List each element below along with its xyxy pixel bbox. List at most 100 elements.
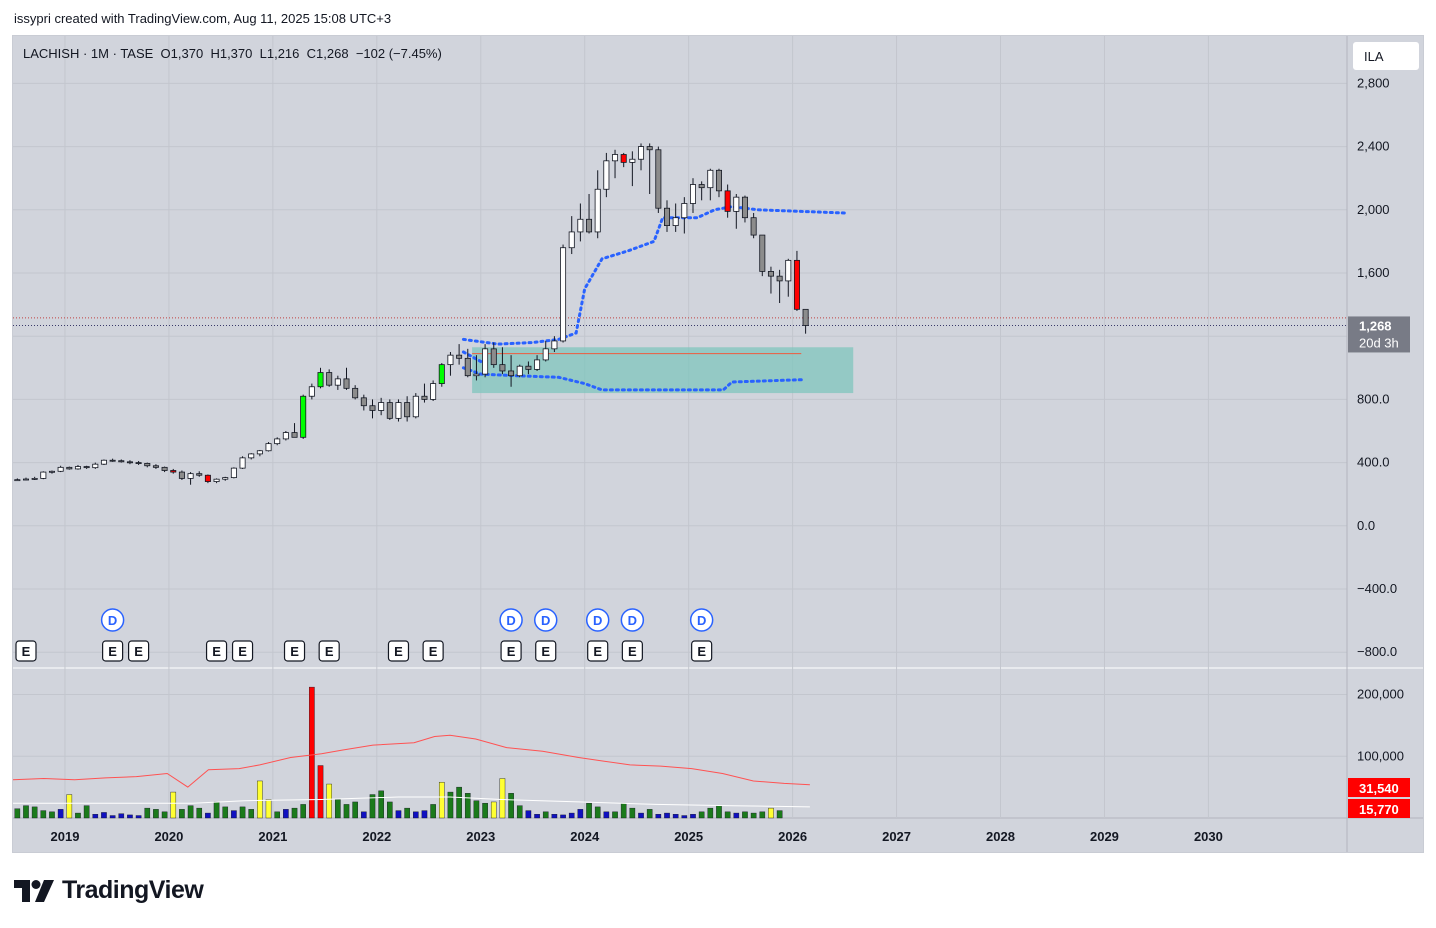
dividend-marker[interactable]: D — [620, 608, 645, 632]
dividend-marker[interactable]: D — [585, 608, 610, 632]
candle-body — [482, 348, 489, 375]
candle — [464, 348, 471, 378]
earnings-box — [621, 640, 643, 662]
candle-body — [178, 471, 185, 479]
candle — [83, 465, 90, 469]
earnings-marker[interactable]: E — [231, 640, 254, 662]
symbol-legend[interactable]: LACHISH · 1M · TASE O1,370 H1,370 L1,216… — [23, 46, 442, 61]
volume-bar — [646, 809, 653, 819]
candle — [74, 464, 81, 470]
candle-body — [586, 218, 593, 233]
dividend-marker[interactable]: D — [499, 608, 523, 632]
earnings-label: E — [290, 644, 299, 659]
candle — [178, 470, 185, 480]
volume-bar — [248, 809, 255, 819]
candle — [715, 168, 722, 198]
earnings-label: E — [238, 644, 247, 659]
volume-bar — [118, 813, 125, 819]
dividend-label: D — [628, 613, 637, 628]
earnings-marker[interactable]: E — [535, 640, 557, 662]
candle-body — [274, 438, 281, 445]
earnings-marker[interactable]: E — [422, 640, 444, 662]
candle — [256, 449, 263, 457]
volume-bar — [40, 810, 47, 819]
candle — [239, 456, 246, 469]
price-tick-label: 2,400 — [1357, 139, 1390, 154]
candle-body — [438, 364, 445, 385]
earnings-box — [205, 640, 228, 662]
candle-body — [750, 217, 757, 236]
volume-bar — [404, 807, 410, 819]
dividend-circle — [533, 608, 558, 632]
dividend-marker[interactable]: D — [689, 608, 714, 632]
candle-body — [291, 432, 298, 438]
candle — [664, 200, 671, 232]
dividend-marker[interactable]: D — [533, 608, 558, 632]
brand-name: TradingView — [62, 876, 204, 904]
candle-body — [256, 450, 263, 455]
tradingview-logo[interactable]: TradingView — [14, 876, 204, 905]
candle — [161, 466, 168, 473]
currency-button[interactable]: ILA — [1352, 41, 1420, 71]
earnings-marker[interactable]: E — [587, 640, 609, 662]
volume-bar — [482, 802, 488, 819]
volume-ma-line — [13, 734, 810, 788]
earnings-marker[interactable]: E — [318, 640, 340, 662]
dividend-circle — [620, 608, 645, 632]
support-zone — [472, 347, 854, 394]
volume-bar — [534, 814, 540, 819]
candle — [213, 478, 220, 484]
volume-bar — [205, 812, 211, 819]
volume-bar — [776, 810, 783, 819]
candle-body — [92, 463, 99, 469]
candle — [473, 355, 480, 381]
candle — [447, 352, 454, 376]
candle-body — [48, 470, 55, 473]
volume-bar — [283, 809, 289, 819]
earnings-marker[interactable]: E — [283, 640, 306, 662]
earnings-label: E — [541, 644, 550, 659]
candle — [40, 471, 47, 480]
earnings-marker[interactable]: E — [102, 640, 124, 662]
chart-canvas[interactable]: D D D D D D E E E E E E E E E E E E E E −800.0 −400.0 0.0 400.… — [13, 36, 1424, 853]
dividend-marker[interactable]: D — [100, 608, 125, 632]
candle — [291, 423, 298, 438]
interval: 1M — [90, 46, 109, 61]
chart-frame[interactable]: D D D D D D E E E E E E E E E E E E E E −800.0 −400.0 0.0 400.… — [12, 35, 1424, 853]
candle — [733, 194, 740, 229]
dividend-label: D — [593, 613, 602, 628]
volume-bar — [378, 790, 384, 819]
earnings-marker[interactable]: E — [500, 640, 522, 662]
candle — [48, 470, 55, 474]
candle — [196, 471, 203, 477]
volume-value: 15,770 — [1359, 802, 1399, 817]
time-tick-label: 2024 — [570, 829, 600, 844]
candle — [152, 464, 159, 469]
candle-body — [689, 184, 696, 204]
earnings-marker[interactable]: E — [691, 640, 713, 662]
candle-body — [776, 275, 783, 282]
earnings-label: E — [325, 644, 334, 659]
candle-body — [655, 149, 662, 209]
candle-body — [490, 348, 497, 366]
volume-bar — [464, 793, 471, 819]
countdown-label: 20d 3h — [1359, 335, 1399, 350]
earnings-marker[interactable]: E — [15, 640, 37, 662]
exchange: TASE — [120, 46, 154, 61]
earnings-marker[interactable]: E — [128, 640, 150, 662]
candle — [308, 383, 315, 400]
earnings-marker[interactable]: E — [621, 640, 643, 662]
grid-layer — [13, 36, 1423, 852]
candle — [767, 266, 774, 294]
earnings-marker[interactable]: E — [387, 640, 410, 662]
candle-body — [681, 203, 688, 219]
time-tick-label: 2027 — [882, 829, 911, 844]
volume-bar — [92, 814, 99, 819]
earnings-box — [387, 640, 410, 662]
earnings-box — [128, 640, 150, 662]
volume-bar — [456, 786, 462, 819]
candle-body — [118, 460, 125, 463]
candle-body — [187, 473, 194, 479]
candle-body — [421, 395, 428, 400]
earnings-marker[interactable]: E — [205, 640, 228, 662]
